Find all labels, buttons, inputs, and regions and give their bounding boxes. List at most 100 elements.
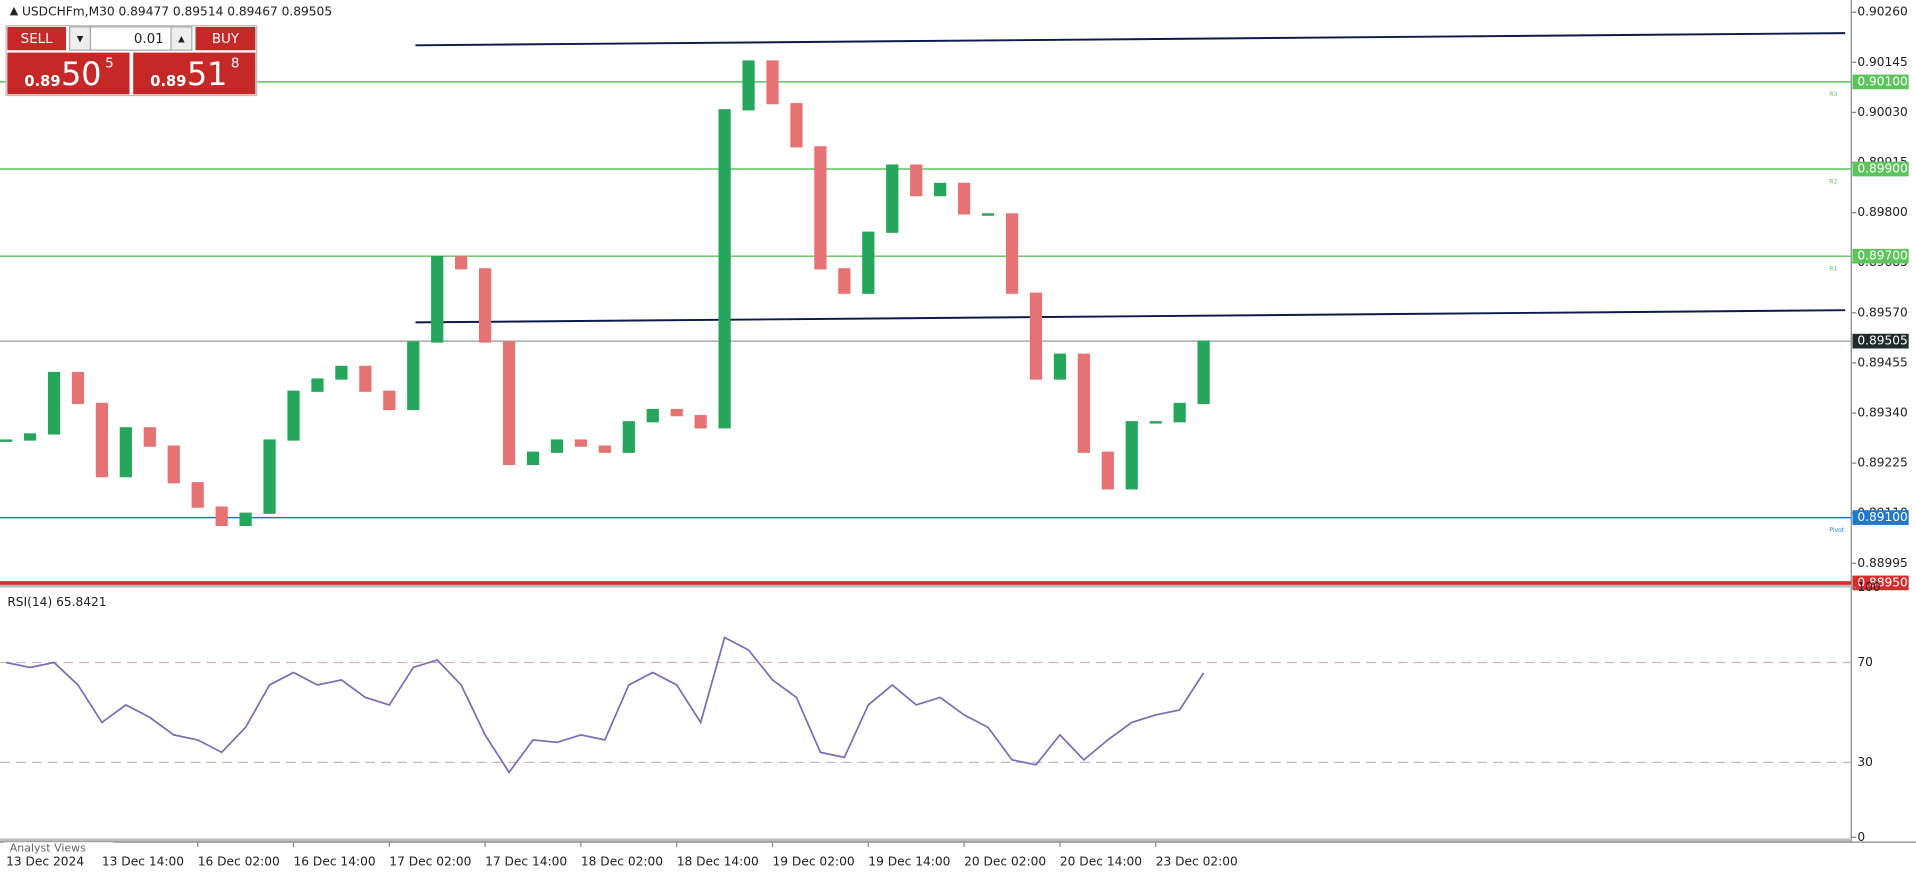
candle (1005, 213, 1019, 294)
x-tick-label: 13 Dec 14:00 (102, 854, 184, 868)
level-box (1852, 161, 1909, 177)
y-tick-label: 0.90145 (1857, 55, 1907, 69)
candle (0, 439, 13, 442)
sell-price-box[interactable] (7, 52, 130, 95)
sell-label[interactable]: SELL (21, 32, 53, 47)
candle (1125, 421, 1138, 490)
candle (431, 256, 444, 343)
candle (143, 427, 156, 447)
y-tick-label: 70 (1857, 655, 1873, 669)
x-tick-label: 20 Dec 02:00 (964, 854, 1046, 868)
symbol-info: USDCHFm,M30 0.89477 0.89514 0.89467 0.89… (22, 5, 332, 19)
y-tick-label: 0 (1857, 830, 1865, 844)
candle (670, 408, 683, 417)
level-name: R1 (1829, 265, 1837, 272)
y-tick-label: 0.89225 (1857, 456, 1907, 470)
pane-separator (0, 838, 1852, 843)
candle (1149, 421, 1162, 424)
candle (119, 427, 132, 478)
candle (910, 164, 923, 197)
candle (598, 445, 611, 453)
y-tick-label: 0.88995 (1857, 556, 1907, 570)
y-tick-label: 30 (1857, 755, 1873, 769)
candle (646, 408, 659, 423)
x-tick-label: 20 Dec 14:00 (1060, 854, 1142, 868)
level-name: Pivot (1829, 527, 1845, 534)
x-tick-label: 19 Dec 02:00 (773, 854, 855, 868)
y-tick-label: 0.90030 (1857, 105, 1907, 119)
candle (23, 433, 37, 441)
pane-separator (0, 583, 1852, 588)
current-price-box (1852, 333, 1909, 349)
x-tick-label: 16 Dec 02:00 (198, 854, 280, 868)
candle (335, 365, 348, 380)
volume-value[interactable]: 0.01 (134, 32, 164, 47)
sell-price-mid: 50 (61, 56, 101, 93)
buy-price-box[interactable] (133, 52, 256, 95)
candle (47, 371, 61, 435)
candle (622, 421, 635, 453)
candle (1197, 340, 1210, 405)
candle (981, 213, 995, 216)
candle (167, 445, 180, 484)
level-box (1852, 248, 1909, 264)
candle (934, 182, 947, 197)
sell-price-big: 0.89 (24, 73, 60, 90)
sell-price-small: 5 (105, 57, 114, 72)
candle (574, 439, 588, 447)
level-box-label: 0.89700 (1857, 249, 1907, 263)
x-tick-label: 18 Dec 14:00 (677, 854, 759, 868)
rsi-title: RSI(14) 65.8421 (7, 595, 106, 609)
candle (239, 512, 252, 527)
footer-tab[interactable] (3, 842, 114, 850)
trendline (415, 32, 1846, 47)
candle (479, 268, 492, 343)
buy-button[interactable] (195, 26, 256, 51)
candle (1101, 451, 1114, 490)
y-tick-label: 100 (1857, 580, 1880, 594)
volume-up-arrow: ▲ (178, 35, 185, 45)
trade-panel: SELL ▼ 0.01 ▲ BUY 0.89 50 5 0.89 51 8 (5, 25, 258, 97)
candle (742, 60, 755, 111)
candle (526, 451, 540, 466)
candle (311, 378, 324, 392)
candle (95, 402, 109, 478)
candle (814, 146, 827, 270)
buy-label[interactable]: BUY (212, 32, 240, 47)
candle (215, 506, 228, 527)
level-name: R3 (1829, 91, 1837, 98)
candle (550, 439, 564, 453)
footer-tab-label[interactable]: Analyst Views (10, 841, 86, 854)
x-tick-label: 23 Dec 02:00 (1156, 854, 1238, 868)
sell-button[interactable] (7, 26, 66, 51)
candle (1029, 292, 1043, 380)
candle (1077, 353, 1090, 453)
candle (191, 482, 204, 508)
level-box-label: 0.88950 (1857, 575, 1907, 589)
candle (718, 109, 731, 429)
candle (502, 341, 516, 466)
level-box-label: 0.90100 (1857, 74, 1907, 88)
candle (407, 341, 420, 411)
candle (958, 182, 971, 215)
y-tick-label: 0.89800 (1857, 205, 1907, 219)
candle (1173, 402, 1186, 423)
x-tick-label: 13 Dec 2024 (6, 854, 84, 868)
candle (359, 365, 372, 392)
y-tick-label: 0.89570 (1857, 305, 1907, 319)
x-tick-label: 18 Dec 02:00 (581, 854, 663, 868)
x-tick-label: 17 Dec 02:00 (389, 854, 471, 868)
candle (862, 231, 875, 294)
buy-price-small: 8 (231, 57, 240, 72)
candle (287, 390, 300, 441)
candle (71, 371, 85, 405)
volume-up[interactable] (170, 26, 193, 51)
volume-down-arrow: ▼ (77, 35, 84, 45)
level-box-label: 0.89900 (1857, 162, 1907, 176)
candle (790, 103, 803, 148)
x-tick-label: 19 Dec 14:00 (868, 854, 950, 868)
level-box (1852, 74, 1909, 90)
y-tick-label: 0.89455 (1857, 355, 1907, 369)
